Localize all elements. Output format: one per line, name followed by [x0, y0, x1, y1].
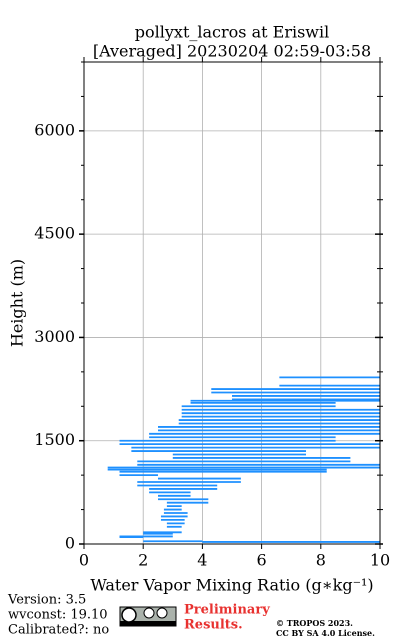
y-axis-label: Height (m): [8, 259, 27, 347]
copyright: © TROPOS 2023.: [276, 618, 353, 628]
x-tick-label: 8: [316, 551, 326, 570]
x-tick-label: 10: [370, 551, 390, 570]
profile: [107, 376, 380, 543]
y-tick-label: 4500: [34, 224, 75, 243]
cc-logo: [119, 606, 177, 627]
x-tick-label: 2: [138, 551, 148, 570]
preliminary: Results.: [184, 618, 243, 633]
x-tick-label: 4: [197, 551, 207, 570]
x-axis-label: Water Vapor Mixing Ratio (g∗kg⁻¹): [90, 576, 373, 595]
copyright: CC BY SA 4.0 License.: [276, 628, 375, 638]
y-tick-label: 6000: [34, 120, 75, 139]
chart-title: pollyxt_lacros at Eriswil: [135, 23, 329, 42]
y-tick-label: 1500: [34, 430, 75, 449]
y-tick-label: 0: [65, 534, 75, 553]
version: Version: 3.5: [7, 593, 86, 608]
y-tick-label: 3000: [34, 327, 75, 346]
chart-subtitle: [Averaged] 20230204 02:59-03:58: [93, 42, 371, 61]
preliminary: Preliminary: [184, 603, 270, 618]
calibrated: Calibrated?: no: [8, 623, 109, 638]
plot-frame: [83, 61, 381, 545]
x-tick-label: 6: [257, 551, 267, 570]
x-tick-label: 0: [79, 551, 89, 570]
wvconst: wvconst: 19.10: [8, 608, 108, 623]
